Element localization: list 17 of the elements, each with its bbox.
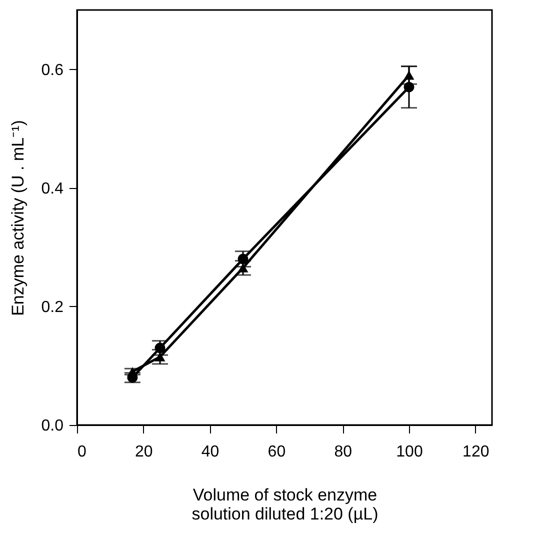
point bbox=[127, 367, 138, 376]
x-tick-label: 100 bbox=[396, 444, 423, 460]
y-axis-title: Enzyme activity (U . mL⁻¹) bbox=[8, 120, 28, 316]
x-tick-label: 80 bbox=[334, 444, 352, 460]
x-tick-label: 120 bbox=[462, 444, 490, 460]
x-tick-label: 60 bbox=[268, 444, 286, 460]
y-tick-label: 0.4 bbox=[41, 180, 64, 198]
point bbox=[238, 263, 248, 272]
x-tick-label: 40 bbox=[201, 444, 220, 460]
y-tick-label: 0.6 bbox=[41, 62, 64, 79]
point bbox=[404, 70, 414, 80]
x-tick-label: 0 bbox=[78, 444, 86, 460]
x-tick-label: 20 bbox=[135, 444, 153, 460]
y-tick-label: 0.2 bbox=[41, 298, 64, 316]
y-tick-label: 0.0 bbox=[41, 418, 64, 434]
x-axis-title: Volume of stock enzyme solution diluted 1:20 (µL) bbox=[192, 486, 378, 524]
point bbox=[154, 352, 166, 362]
